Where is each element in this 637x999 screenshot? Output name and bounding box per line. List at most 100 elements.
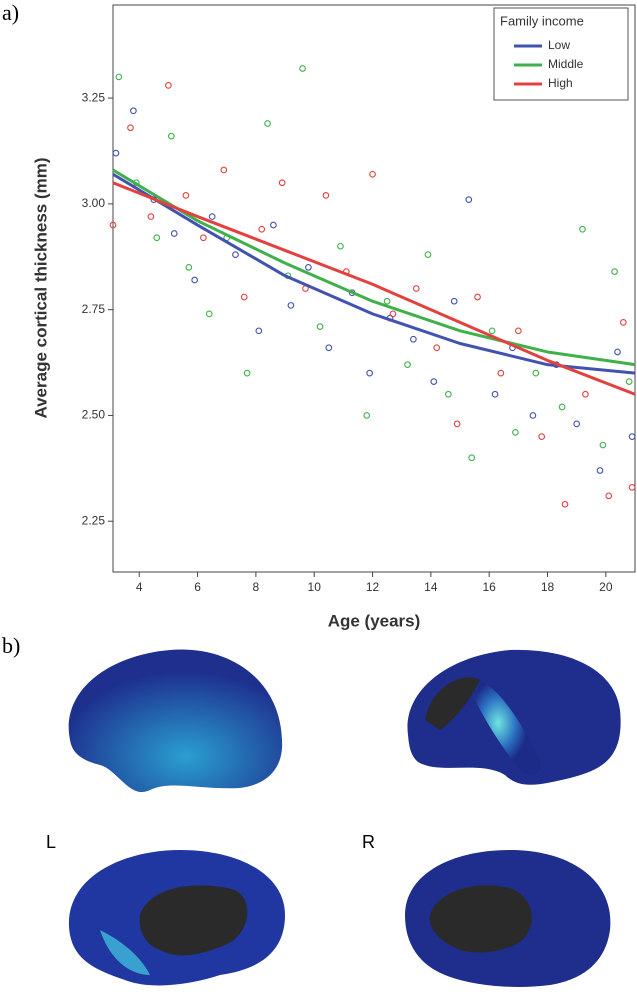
- legend-label: High: [548, 76, 573, 90]
- scatter-point: [412, 285, 420, 292]
- y-tick-label: 2.25: [82, 513, 106, 527]
- scatter-point: [619, 319, 627, 326]
- legend-label: Low: [548, 38, 570, 52]
- scatter-point: [278, 179, 286, 187]
- scatter-point: [200, 234, 207, 242]
- scatter-point: [322, 192, 330, 199]
- scatter-point: [208, 213, 216, 220]
- scatter-point: [453, 420, 461, 428]
- x-tick-label: 14: [424, 580, 438, 594]
- scatter-point: [410, 335, 417, 343]
- brain-highlight: [475, 680, 541, 776]
- scatter-point: [582, 390, 589, 398]
- panel-label: a): [2, 0, 19, 25]
- brain-medial-wall: [139, 885, 248, 956]
- scatter-point: [153, 234, 161, 242]
- scatter-point: [185, 263, 193, 271]
- scatter-point: [512, 429, 519, 436]
- legend-title: Family income: [500, 13, 584, 28]
- scatter-point: [445, 390, 452, 398]
- scatter-point: [558, 403, 566, 411]
- scatter-point: [287, 302, 295, 309]
- brain-dark: [425, 677, 480, 730]
- scatter-point: [147, 213, 155, 220]
- scatter-point: [605, 492, 613, 500]
- brain-lateral-left: [68, 649, 283, 793]
- scatter-point: [191, 276, 199, 284]
- x-tick-label: 20: [599, 580, 613, 594]
- scatter-point: [491, 390, 499, 398]
- scatter-point: [573, 420, 581, 428]
- x-tick-label: 8: [253, 580, 260, 594]
- scatter-point: [383, 297, 391, 305]
- scatter-point: [404, 361, 411, 369]
- brain-highlight: [100, 930, 150, 975]
- scatter-point: [532, 369, 540, 377]
- scatter-point: [255, 327, 263, 335]
- scatter-point: [264, 120, 271, 127]
- hemisphere-label: L: [46, 832, 56, 852]
- plot-frame: [112, 4, 636, 573]
- x-tick-label: 12: [366, 580, 380, 594]
- scatter-point: [109, 221, 117, 229]
- scatter-point: [488, 327, 496, 335]
- scatter-point: [430, 378, 438, 385]
- panel-label: b): [2, 633, 20, 658]
- scatter-point: [515, 327, 522, 335]
- scatter-point: [579, 225, 586, 233]
- x-tick-label: 18: [541, 580, 555, 594]
- scatter-point: [628, 484, 636, 491]
- scatter-point: [165, 82, 172, 89]
- scatter-point: [474, 293, 481, 301]
- scatter-point: [596, 467, 604, 474]
- scatter-point: [433, 344, 441, 352]
- scatter-point: [538, 433, 546, 440]
- x-tick-label: 16: [483, 580, 497, 594]
- scatter-point: [316, 323, 324, 330]
- scatter-point: [497, 369, 505, 377]
- scatter-point: [325, 344, 333, 352]
- scatter-point: [468, 454, 476, 462]
- scatter-point: [127, 124, 134, 132]
- brain-medial-wall: [429, 885, 532, 953]
- x-tick-label: 4: [136, 580, 143, 594]
- scatter-point: [625, 378, 633, 385]
- scatter-point: [450, 297, 458, 305]
- scatter-point: [366, 369, 373, 377]
- fit-line: [112, 181, 636, 396]
- scatter-point: [389, 310, 397, 318]
- scatter-point: [369, 170, 376, 178]
- y-tick-label: 3.00: [82, 196, 106, 210]
- scatter-point: [529, 412, 537, 419]
- scatter-point: [167, 132, 175, 140]
- scatter-point: [599, 441, 607, 449]
- fit-line: [112, 168, 636, 367]
- scatter-point: [232, 251, 239, 258]
- x-tick-label: 6: [194, 580, 201, 594]
- scatter-point: [258, 225, 266, 233]
- scatter-point: [243, 369, 251, 377]
- scatter-point: [628, 433, 636, 440]
- scatter-point: [299, 65, 306, 72]
- hemisphere-label: R: [362, 832, 375, 852]
- scatter-point: [424, 251, 432, 258]
- x-tick-label: 10: [308, 580, 322, 594]
- fit-line: [112, 172, 636, 375]
- scatter-point: [465, 196, 473, 203]
- scatter-point: [112, 149, 120, 157]
- scatter-point: [220, 166, 228, 174]
- scatter-point: [115, 73, 123, 81]
- legend-label: Middle: [548, 57, 584, 71]
- scatter-point: [611, 268, 618, 275]
- scatter-point: [363, 412, 371, 419]
- scatter-point: [305, 263, 312, 271]
- y-axis-label: Average cortical thickness (mm): [31, 157, 50, 418]
- scatter-point: [240, 293, 248, 301]
- scatter-point: [205, 310, 213, 318]
- scatter-point: [614, 348, 621, 356]
- y-tick-label: 3.25: [82, 90, 106, 104]
- scatter-point: [182, 192, 190, 199]
- y-tick-label: 2.50: [82, 408, 106, 422]
- x-axis-label: Age (years): [328, 611, 421, 630]
